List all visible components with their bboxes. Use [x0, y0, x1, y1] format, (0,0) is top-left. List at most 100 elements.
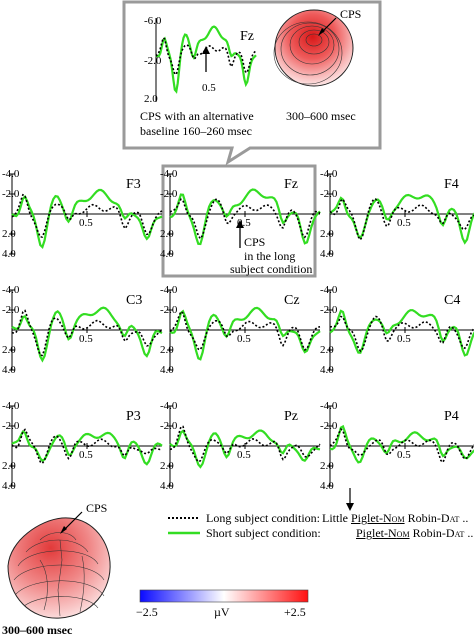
bottom-map-time: 300–600 msec — [2, 623, 73, 637]
ex1-d: Robin-D — [404, 511, 450, 525]
inset-ytick-3: 2.0 — [144, 93, 158, 105]
panel-F4-label: F4 — [444, 177, 459, 192]
inset-ytick-1: -6.0 — [144, 15, 162, 27]
inset-arrowhead — [202, 46, 210, 54]
panel-Cz-xtick-label: 0.5 — [237, 333, 251, 345]
legend-short-label: Short subject condition: — [206, 526, 321, 540]
ex1-e: at — [449, 511, 460, 525]
panel-F4-long-trace — [329, 197, 474, 242]
ex1-c: om — [391, 511, 405, 525]
panel-F3-ytick-label: -4.0 — [2, 168, 20, 180]
panel-Pz-xtick-label: 0.5 — [237, 449, 251, 461]
example-sentence-long: Little Piglet-Nom Robin-Dat .. — [322, 512, 468, 524]
panel-P4-ytick-label: -2.0 — [320, 420, 338, 432]
fz-note-line3: subject condition — [230, 262, 313, 276]
colorbar — [139, 589, 309, 603]
panel-F3-xtick-label: 0.5 — [79, 217, 93, 229]
panel-Fz-xtick-label: 0.5 — [237, 217, 251, 229]
panel-F3-ytick-label: 2.0 — [2, 228, 16, 240]
fz-note-line1: CPS — [244, 235, 266, 249]
colorbar-max-label: +2.5 — [284, 605, 306, 619]
inset-electrode-label: Fz — [240, 29, 254, 44]
panel-P3-long-trace — [11, 428, 163, 465]
fz-note-line2: in the long — [244, 249, 296, 263]
ex1-b-text: Piglet-N — [351, 511, 392, 525]
inset-caption-line2: baseline 160–260 msec — [140, 124, 252, 138]
panel-F3-ytick-label: -2.0 — [2, 188, 20, 200]
panel-Fz-label: Fz — [284, 177, 298, 192]
panel-P3-label: P3 — [126, 409, 141, 424]
ex1-a: Little — [322, 511, 351, 525]
panel-Cz-ytick-label: 2.0 — [160, 344, 174, 356]
panel-Fz-ytick-label: 2.0 — [160, 228, 174, 240]
ex2-c: om — [396, 526, 410, 540]
panel-P3-short-trace — [11, 430, 163, 466]
inset-xtick: 0.5 — [202, 82, 216, 94]
panel-C3-ytick-label: 2.0 — [2, 344, 16, 356]
panel-F3-ytick-label: 4.0 — [2, 248, 16, 260]
colorbar-unit: µV — [214, 605, 230, 619]
fz-highlight-frame — [161, 164, 317, 278]
panel-F3-long-trace — [11, 193, 163, 238]
panel-Pz-ytick-label: 2.0 — [160, 460, 174, 472]
inset-short-trace — [155, 25, 257, 94]
panel-C4-label: C4 — [444, 293, 461, 308]
panel-Pz-ytick-label: 4.0 — [160, 480, 174, 492]
ex2-d: Robin-D — [409, 526, 455, 540]
panel-Fz-ytick-label: -2.0 — [160, 188, 178, 200]
inset-map-time: 300–600 msec — [286, 109, 356, 123]
panel-F4-ytick-label: 2.0 — [320, 228, 334, 240]
panel-C3-short-trace — [11, 306, 163, 363]
panel-C4-ytick-label: -2.0 — [320, 304, 338, 316]
panel-P4-ytick-label: -4.0 — [320, 400, 338, 412]
panel-P4-ytick-label: 2.0 — [320, 460, 334, 472]
panel-F4-ytick-label: -4.0 — [320, 168, 338, 180]
panel-Pz-label: Pz — [284, 409, 298, 424]
panel-P3-ytick-label: 4.0 — [2, 480, 16, 492]
ex2-b: Piglet-Nom — [356, 526, 410, 540]
fz-cps-arrowhead — [236, 220, 244, 228]
inset-map-label: CPS — [340, 7, 362, 21]
panel-P4-long-trace — [329, 427, 474, 464]
example-sentence-short: Piglet-Nom Robin-Dat .. — [356, 527, 473, 539]
panel-P3-ytick-label: -4.0 — [2, 400, 20, 412]
panel-P4-label: P4 — [444, 409, 459, 424]
panel-C4-long-trace — [329, 315, 474, 353]
panel-C3-label: C3 — [126, 293, 143, 308]
panel-C4-ytick-label: 2.0 — [320, 344, 334, 356]
panel-Cz-label: Cz — [284, 293, 300, 308]
bottom-map-label: CPS — [86, 501, 108, 515]
panel-C4-ytick-label: 4.0 — [320, 364, 334, 376]
panel-Cz-ytick-label: 4.0 — [160, 364, 174, 376]
inset-topomap — [273, 9, 354, 87]
ex2-f: .. — [464, 526, 474, 540]
ex1-b: Piglet-Nom — [351, 511, 405, 525]
panel-Fz-short-trace — [169, 188, 321, 246]
ex2-b-text: Piglet-N — [356, 526, 397, 540]
colorbar-min-label: −2.5 — [136, 605, 158, 619]
panel-Cz-ytick-label: -4.0 — [160, 284, 178, 296]
panel-P3-ytick-label: -2.0 — [2, 420, 20, 432]
bottom-topomap — [7, 511, 111, 619]
panel-P3-xtick-label: 0.5 — [79, 449, 93, 461]
panel-P3-ytick-label: 2.0 — [2, 460, 16, 472]
panel-F4-ytick-label: 4.0 — [320, 248, 334, 260]
panel-Cz-ytick-label: -2.0 — [160, 304, 178, 316]
panel-C3-ytick-label: -4.0 — [2, 284, 20, 296]
panel-Cz-long-trace — [169, 310, 321, 351]
ex1-f: .. — [459, 511, 469, 525]
panel-C3-ytick-label: 4.0 — [2, 364, 16, 376]
panel-Pz-ytick-label: -4.0 — [160, 400, 178, 412]
panel-Pz-short-trace — [169, 429, 321, 469]
panel-F3-label: F3 — [126, 177, 141, 192]
panel-C3-long-trace — [11, 309, 163, 357]
ex2-e: at — [454, 526, 465, 540]
panel-Pz-ytick-label: -2.0 — [160, 420, 178, 432]
inset-ytick-2: -2.0 — [144, 55, 162, 67]
panel-C4-short-trace — [329, 309, 474, 357]
inset-caption-line1: CPS with an alternative — [140, 109, 254, 123]
panel-Fz-ytick-label: 4.0 — [160, 248, 174, 260]
panel-C3-xtick-label: 0.5 — [79, 333, 93, 345]
